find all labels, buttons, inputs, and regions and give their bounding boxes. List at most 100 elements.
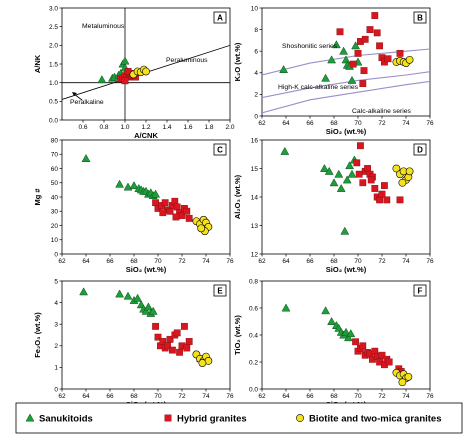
y-tick-label: 30 <box>51 209 59 216</box>
sanukitoids-point <box>143 302 153 311</box>
x-tick-label: 72 <box>178 393 186 400</box>
y-tick-label: 0.5 <box>49 99 58 106</box>
x-tick-label: 62 <box>58 258 66 265</box>
plot-area <box>81 154 213 236</box>
annotation-metaluminous: Metaluminous <box>82 23 125 30</box>
y-tick-label: 60 <box>51 166 59 173</box>
peralkaline-arrowhead <box>72 92 77 96</box>
y-tick-label: 2 <box>254 92 258 99</box>
legend-marker-biotite <box>296 414 304 422</box>
x-tick-label: 1.8 <box>204 124 213 131</box>
x-tick-label: 76 <box>426 393 434 400</box>
panel-d: 62 64 66 68 70 72 74 76 12 13 14 15 16 SiO₂ (wt.%) Al₂… <box>233 137 434 274</box>
hybrid-point <box>367 176 375 184</box>
x-tick-label: 1.0 <box>120 124 129 131</box>
y-tick-label: 10 <box>251 5 259 12</box>
biotite-point <box>392 164 401 173</box>
annotation-shoshonitic-series: Shoshonitic series <box>282 43 338 50</box>
y-tick-label: 3.0 <box>49 5 58 12</box>
sanukitoids-point <box>133 293 143 302</box>
y-tick-label: 16 <box>251 137 259 144</box>
hybrid-point <box>373 29 381 37</box>
y-tick-label: 1.5 <box>49 61 58 68</box>
hybrid-point <box>359 342 367 350</box>
series-boundary-curve-3 <box>262 80 430 114</box>
sanukitoids-point <box>120 56 130 65</box>
panel-a: 0.6 0.8 1.0 1.2 1.4 1.6 1.8 2.0 0.0 0.5 1.0 1.5 2.0 2… <box>33 5 235 140</box>
hybrid-point <box>396 196 404 204</box>
legend-marker-sanukitoids <box>25 413 35 422</box>
hybrid-point <box>176 348 183 356</box>
x-tick-label: 68 <box>130 258 138 265</box>
hybrid-point <box>359 179 367 187</box>
y-tick-label: 8 <box>254 27 258 34</box>
x-axis-label: SiO₂ (wt.%) <box>326 127 367 136</box>
panel-letter: A <box>217 14 223 23</box>
y-axis-label: Mg # <box>33 188 42 206</box>
y-tick-label: 50 <box>51 180 59 187</box>
sanukitoids-point <box>345 161 355 170</box>
sanukitoids-point <box>115 289 125 298</box>
y-tick-label: 80 <box>51 137 59 144</box>
sanukitoids-point <box>319 163 329 172</box>
plot-area <box>62 8 230 120</box>
sanukitoids-point <box>347 169 357 178</box>
x-tick-label: 68 <box>130 393 138 400</box>
x-tick-label: 72 <box>378 120 386 127</box>
hybrid-point <box>396 49 404 57</box>
x-tick-label: 62 <box>258 393 266 400</box>
y-tick-label: 1.0 <box>49 80 58 87</box>
sanukitoids-point <box>321 73 331 82</box>
plot-area <box>262 12 430 114</box>
sanukitoids-point <box>351 41 361 50</box>
hybrid-point <box>173 329 181 337</box>
sanukitoids-point <box>148 306 158 315</box>
panel-letter-box <box>213 143 227 156</box>
legend: Sanukitoids Hybrid granites Biotite and tw… <box>15 402 463 434</box>
plot-area <box>280 142 414 235</box>
hybrid-point <box>361 35 369 43</box>
panel-e: 6264666870727476012345SiO₂ (wt.%)Fe₂O₃ (… <box>33 278 234 409</box>
y-axis-label: TiO₂ (wt.%) <box>233 315 242 355</box>
panel-letter: E <box>217 287 223 296</box>
series-boundary-curve-2 <box>262 71 430 99</box>
hybrid-point <box>371 185 379 192</box>
sanukitoids-point <box>151 189 161 198</box>
y-tick-label: 10 <box>51 237 59 244</box>
x-tick-label: 62 <box>258 258 266 265</box>
sanukitoids-point <box>327 55 337 64</box>
y-tick-label: 0 <box>54 251 58 258</box>
y-tick-label: 14 <box>251 194 259 201</box>
x-tick-label: 76 <box>426 120 434 127</box>
y-tick-label: 0.6 <box>249 305 258 312</box>
y-tick-label: 0.4 <box>249 332 258 339</box>
legend-label-sanukitoids: Sanukitoids <box>39 414 93 425</box>
hybrid-point <box>173 203 181 211</box>
x-tick-label: 66 <box>306 393 314 400</box>
y-axis-label: A/NK <box>33 54 42 73</box>
sanukitoids-point <box>342 175 352 184</box>
sanukitoids-point <box>129 181 139 190</box>
sanukitoids-point <box>329 178 339 187</box>
biotite-point <box>404 372 413 381</box>
x-tick-label: 64 <box>282 393 290 400</box>
sanukitoids-point <box>81 154 91 162</box>
hybrid-point <box>168 346 176 354</box>
panels: 0.6 0.8 1.0 1.2 1.4 1.6 1.8 2.0 0.0 0.5 1.0 1.5 2.0 2… <box>33 5 434 409</box>
x-tick-label: 70 <box>154 393 162 400</box>
x-tick-label: 62 <box>58 393 66 400</box>
sanukitoids-point <box>340 226 350 235</box>
hybrid-point <box>378 351 386 359</box>
sanukitoids-point <box>141 306 151 315</box>
sanukitoids-point <box>115 179 125 188</box>
x-tick-label: 1.4 <box>162 124 171 131</box>
x-tick-label: 1.2 <box>141 124 150 131</box>
y-tick-label: 2.0 <box>49 43 58 50</box>
biotite-point <box>405 167 414 176</box>
hybrid-point <box>376 196 383 204</box>
sanukitoids-point <box>279 65 289 74</box>
sanukitoids-point <box>334 169 344 178</box>
hybrid-point <box>371 12 379 19</box>
x-tick-label: 64 <box>282 258 290 265</box>
